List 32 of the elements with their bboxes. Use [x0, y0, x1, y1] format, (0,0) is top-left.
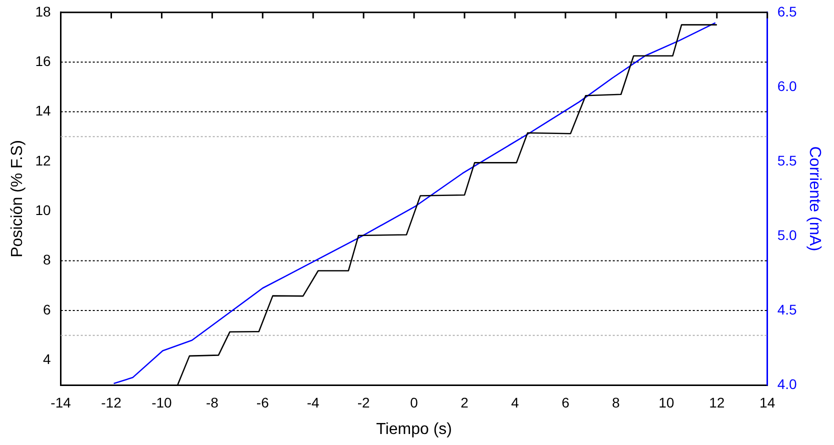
x-tick-label: 0 [410, 394, 418, 410]
x-tick-label: 14 [760, 394, 776, 410]
y-tick-label: 10 [35, 202, 51, 218]
x-tick-label: -2 [357, 394, 370, 410]
x-tick-label: 12 [709, 394, 725, 410]
x-tick-label: -14 [50, 394, 72, 410]
y-axis-title: Posición (% F.S) [9, 140, 26, 258]
y2-axis-title: Corriente (mA) [806, 146, 823, 252]
x-tick-label: 10 [658, 394, 674, 410]
x-tick-label: -10 [152, 394, 172, 410]
x-tick-label: -6 [256, 394, 270, 410]
x-tick-label: -4 [306, 394, 320, 410]
y2-tick-label: 6.5 [777, 3, 798, 20]
x-tick-label: -8 [206, 394, 219, 410]
y-tick-label: 12 [35, 152, 51, 168]
x-tick-label: -12 [101, 394, 122, 410]
x-axis-title: Tiempo (s) [376, 420, 452, 438]
y2-tick-label: 6.0 [777, 78, 798, 94]
y-tick-label: 4 [42, 351, 51, 368]
y-tick-label: 8 [42, 252, 51, 268]
x-tick-label: 2 [460, 394, 469, 410]
y2-tick-label: 4.5 [777, 301, 798, 318]
x-tick-label: 8 [612, 394, 620, 410]
y-tick-label: 16 [35, 52, 51, 69]
x-tick-label: 4 [511, 394, 520, 410]
y-tick-label: 6 [42, 301, 51, 318]
y2-tick-label: 5.5 [777, 152, 798, 168]
y2-tick-label: 5.0 [777, 226, 798, 243]
y-tick-label: 14 [35, 102, 51, 119]
y2-tick-label: 4.0 [777, 376, 798, 392]
x-tick-label: 6 [562, 394, 570, 410]
y-tick-label: 18 [35, 3, 51, 20]
